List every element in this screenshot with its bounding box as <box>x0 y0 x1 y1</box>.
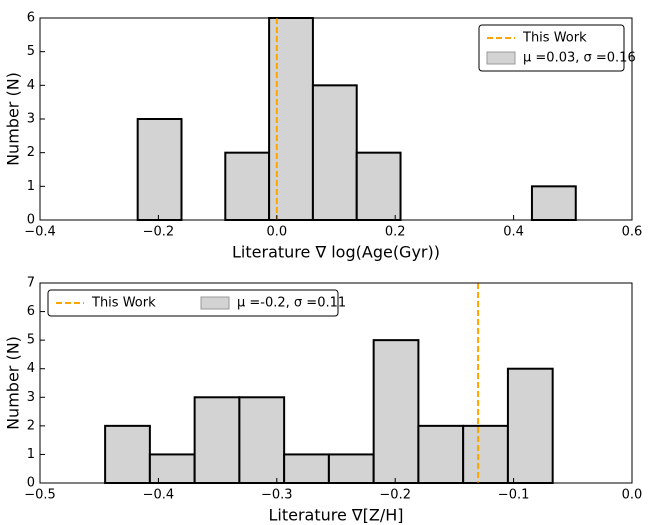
histogram-bar <box>311 84 358 222</box>
histogram-bar <box>417 424 465 485</box>
y-tick-label: 3 <box>27 390 35 405</box>
y-tick-label: 4 <box>27 78 35 93</box>
legend-key <box>486 51 516 65</box>
y-tick-label: 2 <box>27 145 35 160</box>
x-tick-label: 0.2 <box>385 225 406 240</box>
histogram-bar <box>148 453 196 484</box>
y-axis-label: Number (N) <box>4 336 23 430</box>
histogram-bar <box>506 367 554 485</box>
legend: This Work μ =0.03, σ =0.16 <box>478 24 636 72</box>
y-tick-label: 1 <box>27 179 35 194</box>
y-tick-label: 7 <box>27 276 35 291</box>
x-tick-label: −0.2 <box>143 225 175 240</box>
histogram-bar <box>238 396 286 484</box>
legend-label: This Work <box>91 296 156 311</box>
histogram-bar <box>224 151 271 222</box>
x-tick-label: 0.0 <box>266 225 287 240</box>
x-tick-label: −0.4 <box>24 225 56 240</box>
x-axis-label: Literature ∇[Z/H] <box>269 506 404 525</box>
x-tick-label: 0.4 <box>503 225 524 240</box>
y-tick-label: 1 <box>27 447 35 462</box>
legend-box <box>47 289 339 317</box>
legend: This Work μ =-0.2, σ =0.11 <box>47 289 346 317</box>
histogram-bar <box>104 424 151 485</box>
y-tick-label: 5 <box>27 333 35 348</box>
histogram-bar <box>462 424 509 485</box>
x-tick-label: −0.1 <box>498 488 530 503</box>
y-tick-label: 6 <box>27 11 35 26</box>
histogram-bar <box>193 396 241 484</box>
histogram-bar <box>136 118 183 221</box>
histogram-bar <box>355 151 402 222</box>
histogram-bar <box>327 453 375 484</box>
y-tick-label: 3 <box>27 112 35 127</box>
y-tick-label: 2 <box>27 418 35 433</box>
legend-key <box>200 296 230 310</box>
y-tick-label: 0 <box>27 476 35 491</box>
y-tick-label: 5 <box>27 44 35 59</box>
y-tick-label: 0 <box>27 213 35 228</box>
x-tick-label: 0.0 <box>622 488 643 503</box>
legend-label: μ =-0.2, σ =0.11 <box>237 296 346 311</box>
x-tick-label: −0.2 <box>379 488 411 503</box>
legend-label: μ =0.03, σ =0.16 <box>523 51 636 66</box>
histogram-bar <box>530 185 577 221</box>
x-tick-label: 0.6 <box>622 225 643 240</box>
x-axis-label: Literature ∇ log(Age(Gyr)) <box>232 243 440 262</box>
plot-frame <box>39 282 633 484</box>
x-tick-label: −0.4 <box>143 488 175 503</box>
y-tick-label: 4 <box>27 361 35 376</box>
y-axis-label: Number (N) <box>4 72 23 166</box>
x-tick-label: −0.3 <box>261 488 293 503</box>
x-tick-label: −0.5 <box>24 488 56 503</box>
y-tick-label: 6 <box>27 304 35 319</box>
histogram-bar <box>268 17 314 221</box>
histogram-bar <box>283 453 330 484</box>
legend-label: This Work <box>522 31 587 46</box>
histogram-bar <box>372 339 420 484</box>
